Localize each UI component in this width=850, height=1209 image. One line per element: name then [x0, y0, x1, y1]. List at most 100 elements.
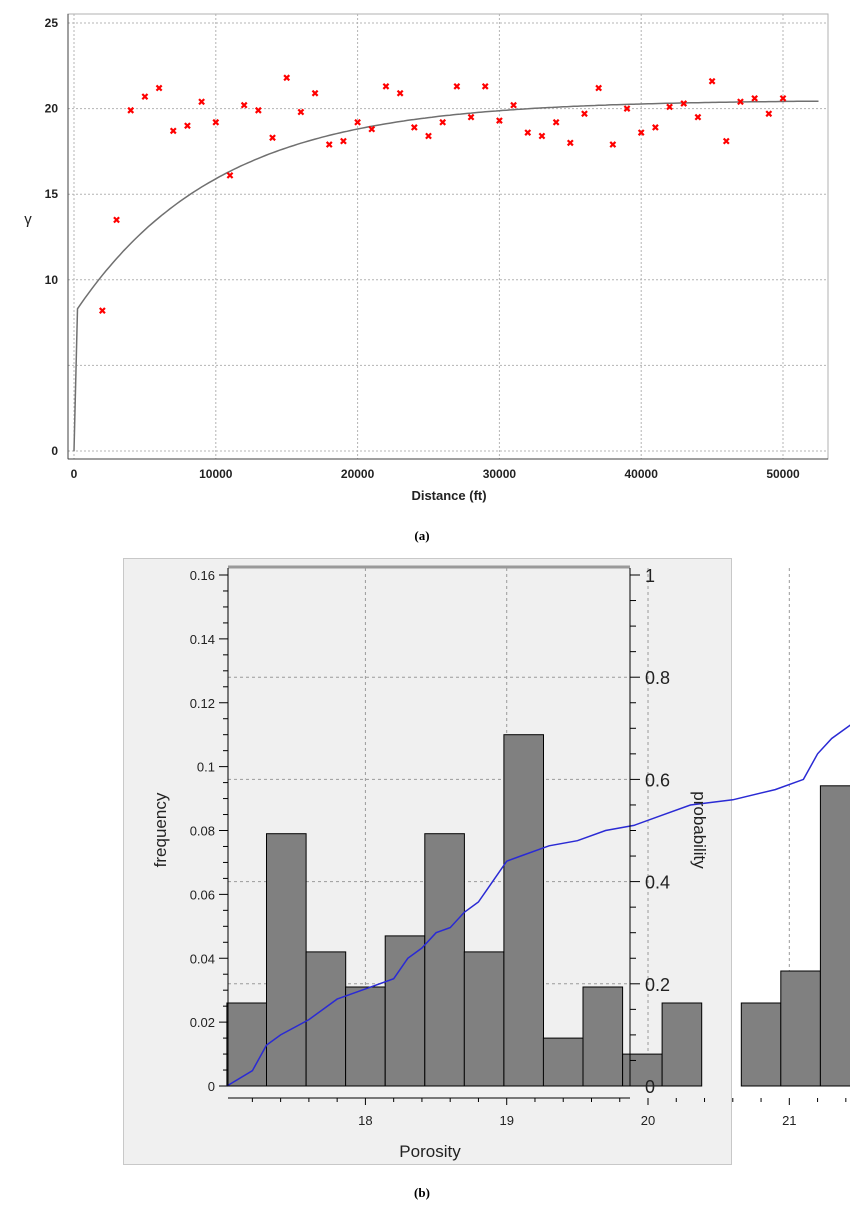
frequency-tick-label: 0.06: [190, 887, 215, 902]
probability-tick-label: 0.8: [645, 668, 670, 688]
semivariogram-grid: [68, 14, 828, 459]
semivariogram-point: [212, 118, 220, 126]
histogram-bar: [622, 1053, 663, 1087]
semivariogram-y-tick-label: 15: [45, 187, 59, 201]
semivariogram-point: [396, 89, 404, 97]
semivariogram-point: [552, 118, 560, 126]
histogram-y2-axis-label: probability: [690, 791, 709, 869]
semivariogram-point: [240, 101, 248, 109]
caption-a: (a): [414, 528, 430, 543]
semivariogram-point: [184, 122, 191, 130]
cumulative-probability-line: [226, 724, 850, 1087]
histogram-bar: [503, 734, 544, 1087]
semivariogram-point: [354, 118, 361, 126]
frequency-tick-label: 0.02: [190, 1015, 215, 1030]
frequency-tick-label: 0.12: [190, 696, 215, 711]
semivariogram-point: [637, 129, 645, 136]
histogram-bar: [819, 785, 850, 1087]
semivariogram-point: [226, 171, 234, 179]
frequency-tick-label: 0.14: [190, 632, 215, 647]
semivariogram-x-tick-label: 40000: [625, 467, 659, 481]
semivariogram-point: [269, 134, 276, 142]
semivariogram-point: [382, 82, 390, 90]
histogram-bar: [542, 1037, 584, 1087]
semivariogram-point: [141, 93, 149, 100]
semivariogram-point: [481, 82, 489, 90]
histogram-bar: [345, 986, 386, 1087]
porosity-tick-label: 21: [782, 1113, 796, 1128]
histogram-bar: [305, 951, 347, 1087]
semivariogram-point: [751, 94, 759, 102]
semivariogram-x-axis-label: Distance (ft): [411, 488, 486, 503]
semivariogram-point: [439, 118, 447, 126]
porosity-tick-label: 19: [499, 1113, 513, 1128]
histogram-bar: [424, 833, 465, 1087]
histogram-bar: [266, 833, 307, 1087]
histogram-x-axis-label: Porosity: [399, 1142, 461, 1161]
semivariogram-y-tick-label: 25: [45, 16, 59, 30]
semivariogram-point: [595, 84, 603, 92]
semivariogram-point: [652, 124, 659, 131]
semivariogram-point: [325, 141, 333, 148]
probability-tick-labels: 0 0.2 0.4 0.6 0.8 1: [630, 566, 670, 1097]
porosity-tick-label: 20: [641, 1113, 655, 1128]
semivariogram-point: [623, 105, 631, 112]
semivariogram-point: [113, 216, 120, 224]
semivariogram-point: [155, 84, 163, 92]
semivariogram-points: [98, 74, 787, 314]
semivariogram-point: [297, 108, 305, 116]
semivariogram-point: [368, 125, 376, 133]
porosity-tick-labels: 1819202122: [251, 1098, 847, 1128]
histogram-bar: [384, 935, 426, 1087]
semivariogram-x-tick-label: 20000: [341, 467, 375, 481]
semivariogram-point: [254, 106, 262, 114]
probability-tick-label: 0.6: [645, 770, 670, 790]
semivariogram-x-tick-label: 50000: [766, 467, 800, 481]
semivariogram-point: [127, 106, 135, 114]
semivariogram-point: [680, 100, 688, 107]
probability-tick-label: 0.2: [645, 975, 670, 995]
semivariogram-point: [765, 110, 773, 118]
semivariogram-point: [538, 132, 546, 140]
probability-tick-label: 0: [645, 1077, 655, 1097]
semivariogram-point: [609, 141, 617, 148]
semivariogram-point: [98, 307, 106, 314]
semivariogram-x-tick-label: 10000: [199, 467, 233, 481]
semivariogram-y-axis-label: γ: [24, 211, 32, 228]
semivariogram-x-tick-label: 30000: [483, 467, 517, 481]
histogram-bar: [661, 1002, 703, 1087]
frequency-tick-label: 0: [208, 1079, 215, 1094]
probability-tick-label: 0.4: [645, 873, 670, 893]
semivariogram-point: [779, 94, 787, 102]
semivariogram-point: [340, 137, 347, 145]
semivariogram-y-tick-label: 20: [45, 102, 59, 116]
histogram-bar: [780, 970, 821, 1087]
semivariogram-point: [666, 103, 673, 111]
semivariogram-point: [311, 89, 319, 97]
histogram-bar: [463, 951, 505, 1087]
semivariogram-x-tick-labels: 0 10000 20000 30000 40000 50000: [71, 467, 800, 481]
semivariogram-point: [496, 117, 503, 124]
semivariogram-point: [169, 127, 177, 135]
semivariogram-y-tick-label: 10: [45, 273, 59, 287]
frequency-tick-label: 0.16: [190, 568, 215, 583]
semivariogram-point: [737, 98, 744, 106]
porosity-tick-label: 18: [358, 1113, 372, 1128]
semivariogram-point: [566, 139, 574, 147]
frequency-tick-label: 0.1: [197, 760, 215, 775]
semivariogram-point: [283, 74, 291, 82]
frequency-tick-labels: 0 0.02 0.04 0.06 0.08 0.1 0.12 0.14 0.16: [190, 568, 228, 1094]
semivariogram-model-line: [73, 100, 819, 452]
semivariogram-y-tick-label: 0: [51, 444, 58, 458]
semivariogram-point: [694, 113, 702, 121]
semivariogram-point: [425, 132, 432, 140]
semivariogram-point: [410, 124, 418, 131]
semivariogram-point: [467, 113, 475, 121]
semivariogram-point: [722, 137, 730, 145]
histogram-y-axis-label: frequency: [151, 792, 170, 867]
semivariogram-x-tick-label: 0: [71, 467, 78, 481]
semivariogram-point: [581, 110, 588, 118]
probability-tick-label: 1: [645, 566, 655, 586]
frequency-tick-label: 0.08: [190, 824, 215, 839]
semivariogram-point: [198, 98, 205, 106]
